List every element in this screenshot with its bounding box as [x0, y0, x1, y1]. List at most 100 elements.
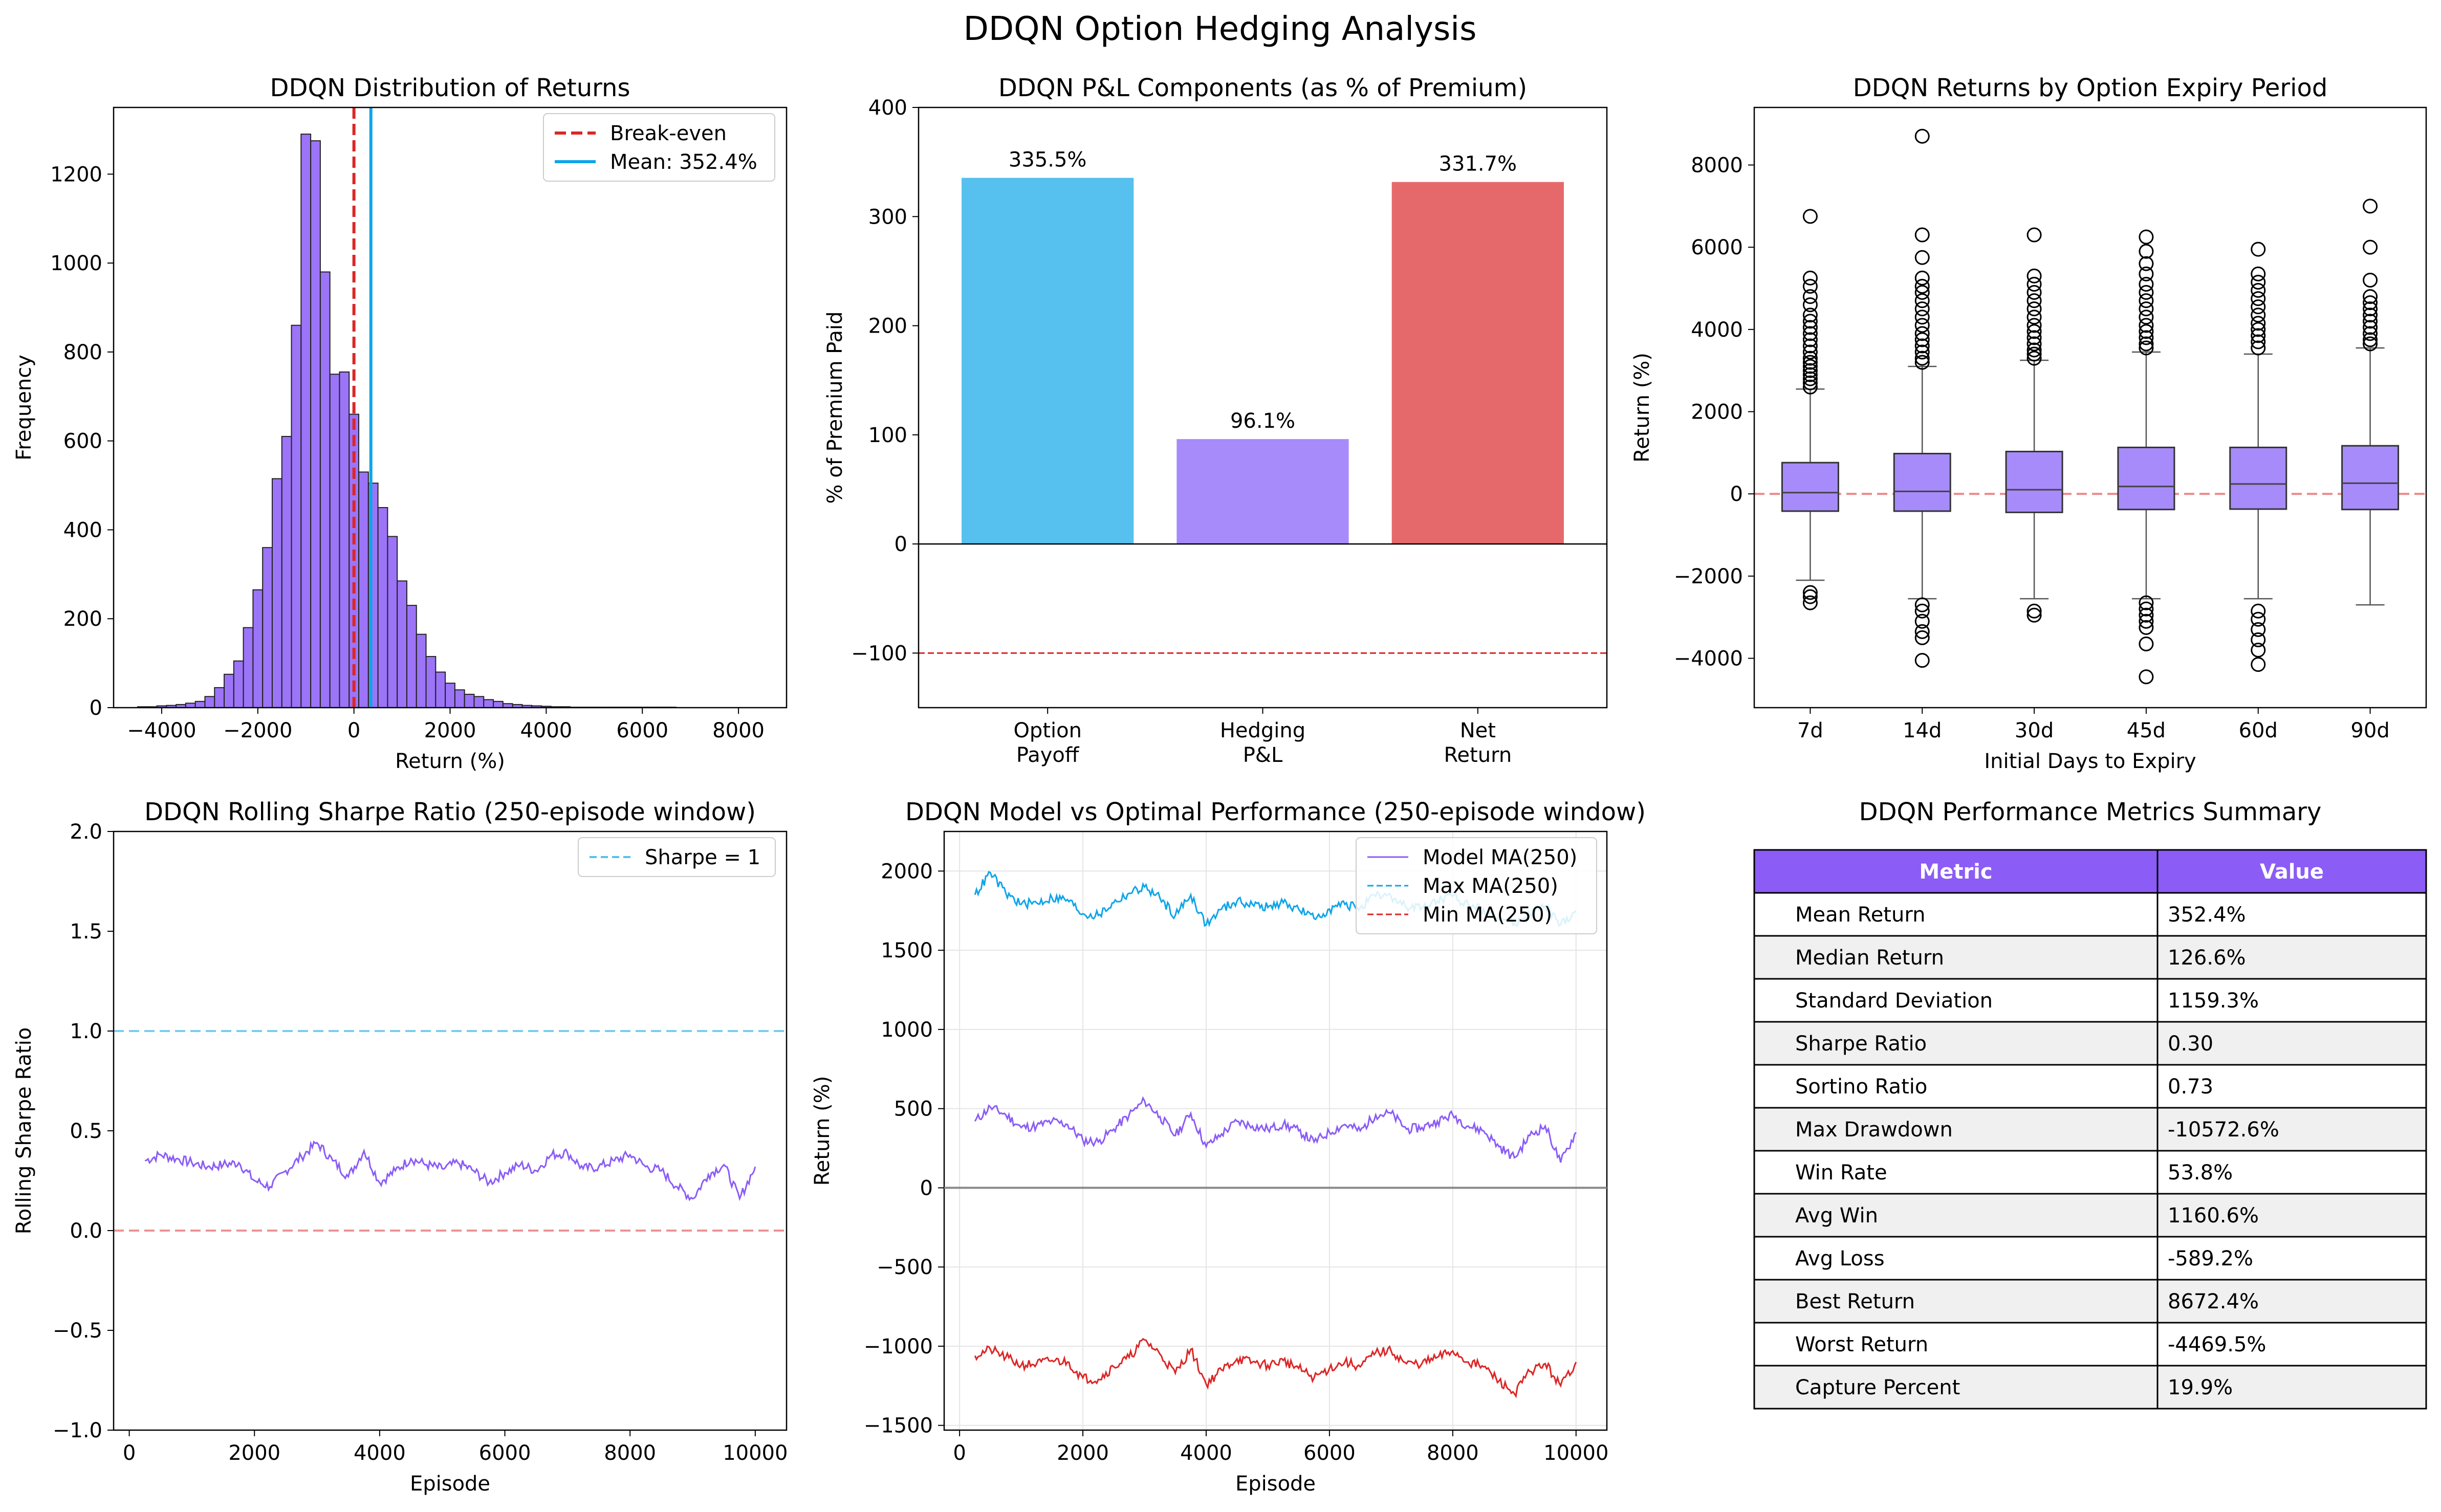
table-cell [1753, 978, 2159, 1023]
y-tick-label: 4000 [1691, 318, 1743, 342]
box-flier [2026, 227, 2042, 243]
box-flier [2026, 350, 2042, 366]
x-tick-label: 4000 [354, 1441, 406, 1465]
axes-frame [113, 830, 788, 1431]
x-axis-label: Episode [1235, 1472, 1316, 1496]
box-flier [1802, 338, 1818, 354]
histogram-bar [483, 699, 494, 708]
table-metric-name: Win Rate [1795, 1161, 1887, 1185]
histogram-bar [271, 478, 282, 708]
box-flier [2139, 244, 2154, 259]
box-flier [2251, 657, 2266, 672]
histogram-bar [377, 507, 388, 708]
box-flier [2251, 622, 2266, 637]
box-flier [2251, 316, 2266, 331]
axes-frame [1753, 106, 2427, 709]
subplot-title: DDQN Distribution of Returns [270, 74, 630, 102]
table-metric-name: Standard Deviation [1795, 989, 1993, 1013]
x-tick-label: P&L [1243, 743, 1283, 767]
box-flier [2139, 293, 2154, 309]
legend-entry: Sharpe = 1 [645, 846, 760, 869]
subplot-title: DDQN P&L Components (as % of Premium) [998, 74, 1527, 102]
box-flier [2139, 607, 2154, 623]
y-tick-label: 600 [63, 430, 102, 453]
y-axis-label: Rolling Sharpe Ratio [12, 1027, 36, 1234]
table-metric-value: -589.2% [2168, 1247, 2253, 1270]
x-tick-label: 0 [953, 1441, 966, 1465]
y-tick-label: 300 [868, 205, 907, 229]
y-tick-label: −1.0 [53, 1419, 102, 1442]
figure-title: DDQN Option Hedging Analysis [964, 10, 1477, 48]
legend-entry: Min MA(250) [1423, 903, 1552, 927]
histogram-bar [454, 689, 465, 708]
box-flier [2363, 326, 2378, 341]
box-flier [2251, 299, 2266, 315]
box-flier [1802, 289, 1818, 304]
box-flier [1802, 595, 1818, 610]
y-tick-label: 0.0 [70, 1219, 102, 1243]
box-flier [1802, 209, 1818, 224]
box-flier [2026, 342, 2042, 358]
x-tick-label: 6000 [1303, 1441, 1356, 1465]
box-flier [1802, 589, 1818, 604]
x-tick-label: Return [1444, 743, 1512, 767]
table-cell [2156, 1150, 2427, 1195]
box-flier [1802, 350, 1818, 366]
y-tick-label: 2.0 [70, 820, 102, 844]
histogram-bar [243, 627, 254, 708]
table-column-header: Metric [1919, 860, 1992, 884]
histogram-bar [214, 687, 225, 709]
table-metric-value: 1159.3% [2168, 989, 2259, 1013]
y-tick-label: −0.5 [53, 1319, 102, 1343]
y-tick-label: 8000 [1691, 154, 1743, 177]
table-metric-value: 8672.4% [2168, 1290, 2259, 1313]
box-flier [1802, 320, 1818, 335]
table-metric-name: Capture Percent [1795, 1376, 1960, 1399]
box-flier [1914, 332, 1930, 347]
x-tick-label: 45d [2127, 719, 2166, 742]
box-flier [2026, 607, 2042, 623]
y-tick-label: 200 [63, 607, 102, 631]
x-tick-label: 0 [123, 1441, 136, 1465]
subplot-title: DDQN Rolling Sharpe Ratio (250-episode w… [144, 798, 756, 826]
box-body [2341, 445, 2400, 511]
table-metric-value: -4469.5% [2168, 1333, 2266, 1356]
axes-frame [113, 106, 788, 709]
y-axis-label: Return (%) [1630, 353, 1654, 463]
legend-box [543, 113, 775, 182]
x-tick-label: 0 [347, 719, 360, 742]
table-cell [1753, 1365, 2159, 1410]
box-flier [2026, 268, 2042, 283]
table-cell [2156, 1064, 2427, 1109]
table-cell [1753, 892, 2159, 937]
box-flier [1802, 270, 1818, 286]
bar-data-label: 331.7% [1439, 152, 1517, 176]
box-flier [1802, 379, 1818, 395]
y-tick-label: 0 [1730, 483, 1743, 506]
box-flier [2363, 332, 2378, 347]
x-tick-label: Hedging [1220, 719, 1305, 742]
box-flier [2026, 310, 2042, 325]
box-flier [1914, 597, 1930, 612]
legend-entry: Max MA(250) [1423, 874, 1558, 898]
subplot-5: −1500 −1000 −500 0 500 1000 1500 2000 0 2000 4000 6… [811, 798, 1646, 1496]
box-flier [2026, 336, 2042, 352]
box-flier [2251, 283, 2266, 298]
box-flier [2139, 256, 2154, 271]
box-flier [2363, 308, 2378, 323]
y-tick-label: 0 [920, 1176, 933, 1200]
table-cell [2156, 892, 2427, 937]
y-tick-label: 0 [895, 533, 907, 556]
histogram-bar [445, 683, 455, 708]
box-flier [2139, 318, 2154, 333]
table-metric-name: Worst Return [1795, 1333, 1928, 1356]
box-body [2005, 450, 2063, 513]
performance-series-line [974, 1338, 1577, 1398]
box-flier [2251, 334, 2266, 349]
x-tick-label: 8000 [1427, 1441, 1479, 1465]
box-flier [1914, 250, 1930, 265]
box-flier [2139, 601, 2154, 617]
histogram-bar [204, 696, 215, 709]
table-metric-value: 0.30 [2168, 1032, 2213, 1056]
box-flier [2139, 285, 2154, 300]
